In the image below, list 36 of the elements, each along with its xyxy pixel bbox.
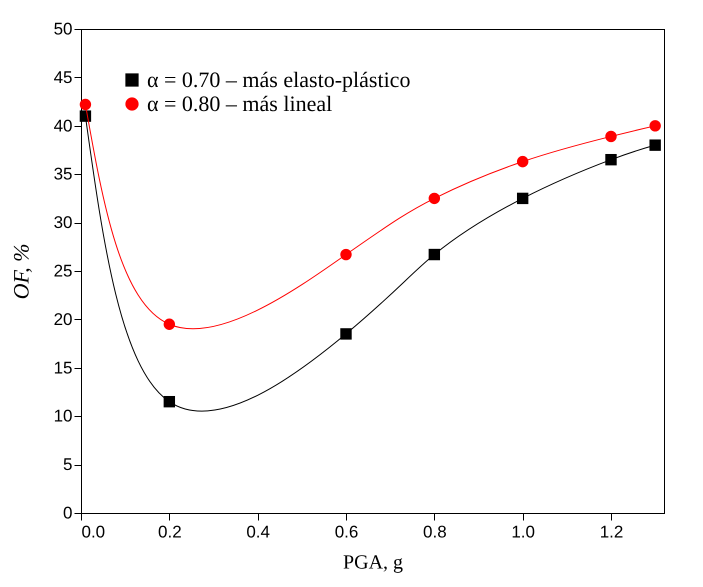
x-axis-title: PGA, g <box>342 552 404 574</box>
y-tick-label: 5 <box>63 455 72 474</box>
point <box>164 318 176 330</box>
point <box>649 120 661 132</box>
point <box>516 156 528 168</box>
point <box>340 328 352 340</box>
point <box>649 139 661 151</box>
y-tick-label: 25 <box>54 262 72 280</box>
legend-label: α = 0.70 – más elasto-plástico <box>147 67 410 92</box>
y-tick-label: 45 <box>54 68 72 87</box>
point <box>164 396 176 408</box>
x-tick-label: 0.8 <box>423 522 447 542</box>
point <box>80 110 92 122</box>
x-tick-label: 0.2 <box>158 522 182 542</box>
point <box>605 130 617 142</box>
x-tick-label: 0.6 <box>334 522 358 542</box>
point <box>340 248 352 260</box>
y-axis-title: OF, % <box>8 244 34 300</box>
point <box>80 98 92 110</box>
y-tick-label: 40 <box>54 116 72 136</box>
y-tick-label: 0 <box>63 504 72 522</box>
y-tick-label: 15 <box>54 358 72 378</box>
y-tick-label: 20 <box>54 310 72 329</box>
point <box>428 248 440 260</box>
x-tick-label: 1.0 <box>511 522 535 542</box>
x-tick-label: 1.2 <box>600 522 624 542</box>
x-tick-label: 0.0 <box>82 522 106 542</box>
y-tick-label: 35 <box>54 164 72 184</box>
point <box>605 154 617 166</box>
y-tick-label: 50 <box>54 20 72 38</box>
point <box>428 192 440 204</box>
legend-label: α = 0.80 – más lineal <box>147 91 332 116</box>
x-tick-label: 0.4 <box>246 522 270 542</box>
point <box>516 192 528 204</box>
y-tick-label: 10 <box>54 406 72 426</box>
y-tick-label: 30 <box>54 213 72 232</box>
